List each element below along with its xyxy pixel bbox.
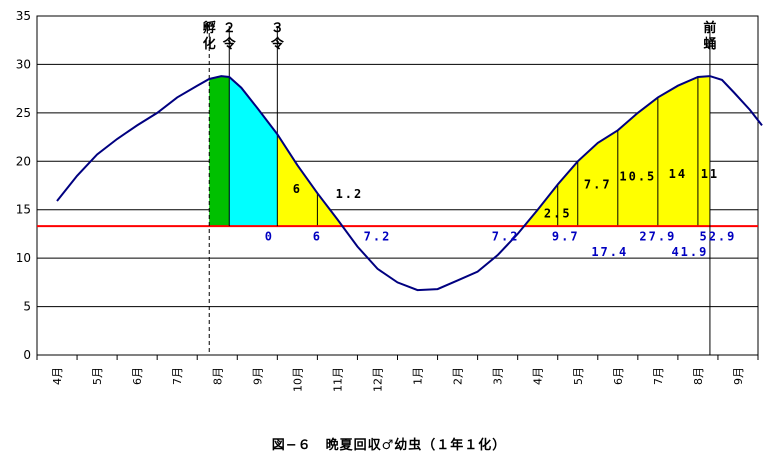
data-label: 41.9 <box>671 245 708 259</box>
data-label: 2.5 <box>544 206 572 220</box>
y-tick-label: 20 <box>16 154 31 168</box>
y-tick-label: 25 <box>16 106 31 120</box>
x-tick-label: 2月 <box>452 367 465 385</box>
data-label: 7.7 <box>584 177 612 191</box>
shaded-region <box>209 76 230 227</box>
stage-marker-label: 化 <box>203 36 216 52</box>
stage-marker-label: 孵 <box>203 20 216 36</box>
data-label: 52.9 <box>699 230 736 244</box>
stage-marker-label: 令 <box>223 36 237 52</box>
data-label: 9.7 <box>552 230 580 244</box>
data-label: 11 <box>701 167 719 181</box>
data-label: 6 <box>313 230 322 244</box>
x-tick-label: 4月 <box>51 367 64 385</box>
x-tick-label: 8月 <box>211 367 224 385</box>
x-tick-label: 5月 <box>91 367 104 385</box>
data-label: 6 <box>293 182 302 196</box>
x-tick-label: 3月 <box>492 367 505 385</box>
stage-marker-label: ２ <box>223 21 236 36</box>
stage-marker-label: 前 <box>703 20 716 36</box>
x-tick-label: 1月 <box>412 367 425 385</box>
chart-caption: 図−６ 晩夏回収♂幼虫（１年１化） <box>271 438 507 453</box>
y-tick-label: 30 <box>16 57 31 71</box>
x-tick-label: 6月 <box>612 367 625 385</box>
x-tick-label: 9月 <box>251 367 264 385</box>
x-tick-label: 7月 <box>171 367 184 385</box>
y-tick-label: 15 <box>16 203 31 217</box>
data-label: 0 <box>265 230 274 244</box>
y-tick-label: 5 <box>23 300 31 314</box>
series-line <box>56 75 763 292</box>
x-tick-label: 9月 <box>732 367 745 385</box>
y-tick-label: 0 <box>23 348 31 362</box>
data-label: 14 <box>669 167 687 181</box>
x-tick-label: 6月 <box>131 367 144 385</box>
x-tick-label: 12月 <box>371 367 384 392</box>
x-tick-label: 4月 <box>532 367 545 385</box>
shaded-region <box>229 77 278 227</box>
x-tick-label: 11月 <box>331 367 344 392</box>
stage-marker-label: 令 <box>271 36 285 52</box>
data-label: 27.9 <box>639 230 676 244</box>
data-label: 17.4 <box>591 245 628 259</box>
x-tick-label: 8月 <box>692 367 705 385</box>
stage-marker-label: 蛹 <box>703 36 716 52</box>
y-tick-label: 35 <box>16 9 31 23</box>
data-label: 7.2 <box>492 230 520 244</box>
stage-marker-label: ３ <box>271 21 284 36</box>
data-label: 7.2 <box>364 230 392 244</box>
x-tick-label: 5月 <box>572 367 585 385</box>
shaded-region <box>277 134 362 227</box>
data-label: 1.2 <box>336 187 364 201</box>
x-tick-label: 10月 <box>291 367 304 392</box>
x-tick-label: 7月 <box>652 367 665 385</box>
data-label: 10.5 <box>619 170 656 184</box>
y-tick-label: 10 <box>16 251 31 265</box>
shaded-region <box>513 76 710 227</box>
